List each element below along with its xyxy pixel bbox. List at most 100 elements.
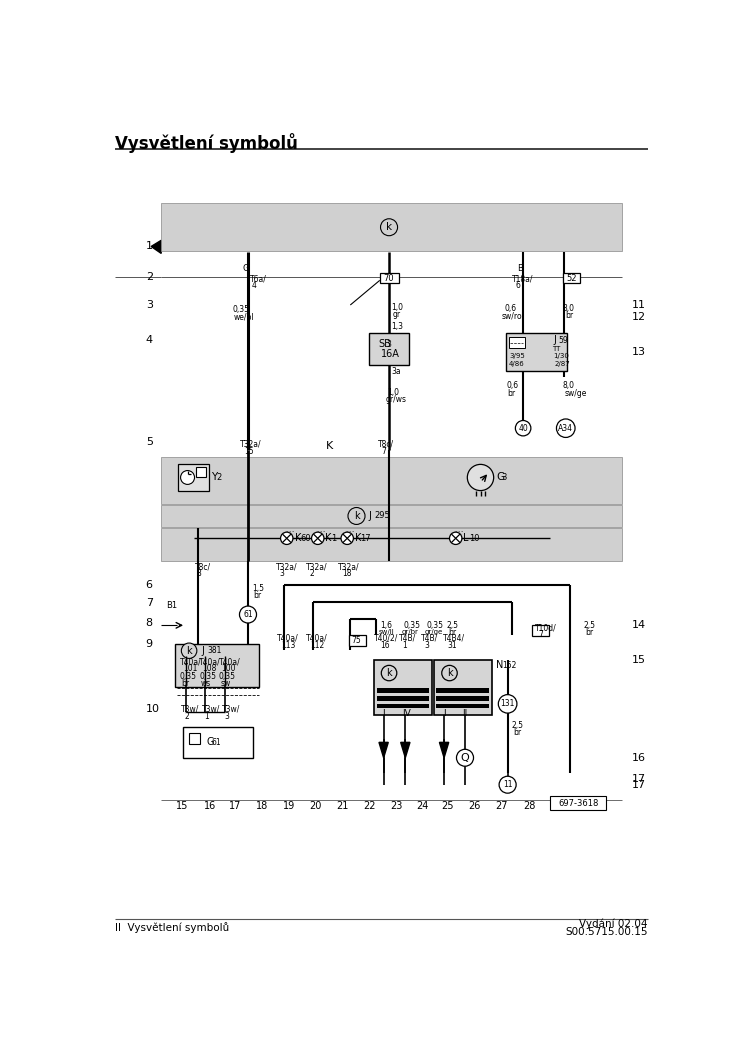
- Text: 4/86: 4/86: [509, 360, 525, 366]
- Text: 2,5: 2,5: [512, 721, 524, 730]
- Text: II  Vysvětlení symbolů: II Vysvětlení symbolů: [115, 921, 229, 933]
- Text: br: br: [448, 628, 456, 637]
- Text: SB: SB: [378, 339, 391, 350]
- Text: 13: 13: [632, 347, 646, 357]
- Circle shape: [467, 464, 494, 491]
- Bar: [434, 660, 492, 715]
- Text: 1/30: 1/30: [554, 353, 569, 359]
- Text: k: k: [353, 511, 359, 521]
- Text: br: br: [513, 728, 522, 737]
- Text: br: br: [565, 312, 573, 320]
- Text: 10: 10: [469, 534, 479, 542]
- Bar: [376, 703, 429, 709]
- Text: 1: 1: [146, 241, 153, 252]
- Bar: [563, 274, 580, 283]
- Text: 5: 5: [146, 437, 153, 448]
- Text: T10d/: T10d/: [535, 623, 557, 632]
- Text: J: J: [554, 336, 557, 345]
- Text: T3w/: T3w/: [222, 704, 240, 714]
- Text: 61: 61: [211, 738, 221, 747]
- Bar: [436, 703, 489, 709]
- Bar: [379, 274, 399, 283]
- Text: k: k: [386, 668, 392, 678]
- Text: 12: 12: [632, 313, 646, 322]
- Circle shape: [181, 471, 194, 484]
- Text: 3: 3: [280, 570, 285, 578]
- Text: .: .: [291, 526, 293, 533]
- Text: T3w/: T3w/: [182, 704, 199, 714]
- Text: 8: 8: [197, 570, 202, 578]
- Text: 17: 17: [360, 534, 371, 542]
- Bar: [376, 689, 429, 693]
- Text: 25: 25: [442, 801, 454, 811]
- Text: J: J: [202, 645, 205, 656]
- Text: 2,5: 2,5: [583, 621, 596, 630]
- Text: 15: 15: [632, 655, 646, 665]
- Text: 2/87: 2/87: [555, 360, 571, 366]
- Text: T4B/: T4B/: [421, 634, 438, 643]
- Text: 1,0: 1,0: [391, 303, 403, 312]
- Circle shape: [382, 665, 397, 680]
- Text: 16: 16: [379, 641, 389, 650]
- Text: 6: 6: [146, 580, 153, 591]
- Text: 0,35: 0,35: [199, 672, 217, 680]
- Polygon shape: [440, 742, 449, 758]
- Text: B1: B1: [166, 601, 177, 610]
- Text: 7: 7: [146, 598, 153, 608]
- Text: G: G: [243, 264, 249, 274]
- Text: 0,6: 0,6: [506, 381, 519, 391]
- Text: 15: 15: [176, 801, 188, 811]
- Text: 18: 18: [341, 570, 351, 578]
- Text: T8c/: T8c/: [378, 439, 394, 449]
- Text: .: .: [345, 526, 347, 533]
- Text: 8,0: 8,0: [562, 304, 574, 314]
- Text: 24: 24: [416, 801, 429, 811]
- Text: T3w/: T3w/: [202, 704, 220, 714]
- Text: T4B/: T4B/: [399, 634, 417, 643]
- Text: 2: 2: [185, 712, 189, 720]
- Circle shape: [240, 607, 257, 623]
- Text: 26: 26: [468, 801, 481, 811]
- Text: .: .: [319, 526, 321, 533]
- Text: Vydání 02.04: Vydání 02.04: [580, 919, 648, 930]
- Text: 16: 16: [632, 753, 646, 762]
- Polygon shape: [379, 742, 388, 758]
- Text: 21: 21: [336, 801, 349, 811]
- Text: 9: 9: [146, 639, 153, 649]
- Text: 697-3618: 697-3618: [558, 798, 598, 808]
- Text: ws: ws: [201, 678, 211, 688]
- Text: k: k: [446, 668, 452, 678]
- Text: 17: 17: [632, 774, 646, 783]
- Circle shape: [449, 532, 462, 544]
- Circle shape: [499, 776, 516, 793]
- Text: br: br: [254, 591, 262, 600]
- Text: .: .: [316, 526, 318, 533]
- Circle shape: [182, 643, 197, 658]
- Text: 2: 2: [146, 273, 153, 282]
- Text: N: N: [496, 660, 504, 671]
- Text: Y: Y: [211, 473, 217, 482]
- Text: Vysvětlení symbolů: Vysvětlení symbolů: [115, 134, 298, 154]
- Text: 19: 19: [283, 801, 295, 811]
- Circle shape: [312, 532, 324, 544]
- Text: 3: 3: [146, 300, 153, 310]
- Text: 17: 17: [228, 801, 241, 811]
- Bar: [183, 727, 253, 758]
- Circle shape: [557, 419, 575, 437]
- Circle shape: [380, 219, 397, 236]
- Bar: [551, 796, 606, 810]
- Circle shape: [442, 665, 458, 680]
- Text: 1: 1: [331, 534, 336, 542]
- Text: T8c/: T8c/: [194, 562, 211, 572]
- Polygon shape: [151, 240, 161, 254]
- Text: 1,5: 1,5: [252, 583, 264, 593]
- Text: 131: 131: [501, 699, 515, 709]
- Text: T32a/: T32a/: [306, 562, 328, 572]
- Text: 0,35: 0,35: [426, 621, 443, 630]
- Text: K: K: [295, 533, 301, 543]
- Bar: [161, 457, 621, 503]
- Text: .: .: [285, 526, 287, 533]
- Text: 70: 70: [384, 274, 394, 282]
- Text: 7: 7: [539, 630, 544, 639]
- Text: .: .: [351, 526, 353, 533]
